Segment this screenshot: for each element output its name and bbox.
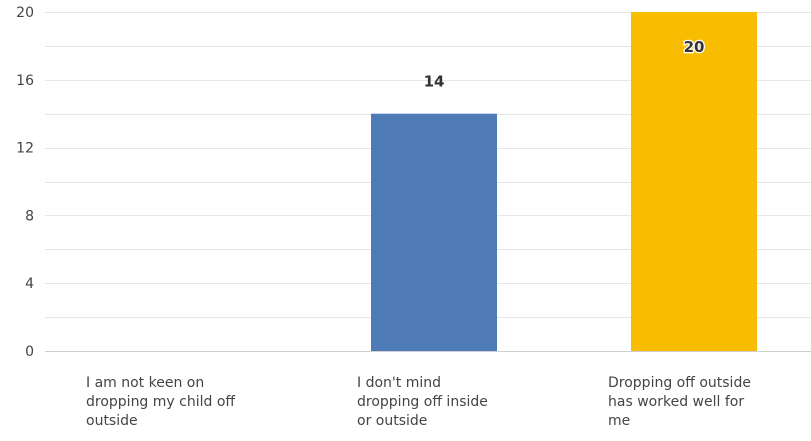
x-category-label: I don't mind dropping off inside or outsid… [357,374,527,431]
x-category-label-line: I don't mind [357,375,441,391]
y-axis-tick-labels: 0 4 8 12 16 20 [16,5,34,360]
y-tick-label: 16 [16,73,34,89]
x-category-label-line: or outside [357,413,428,429]
x-category-label: I am not keen on dropping my child off out… [86,374,256,431]
x-category-label-line: dropping my child off [86,394,236,410]
bar [631,12,757,351]
data-label: 14 [424,73,445,91]
data-label: 20 [684,38,705,56]
data-labels: 14 20 [424,37,706,91]
x-category-label-line: outside [86,413,138,429]
y-tick-label: 8 [25,208,34,224]
y-tick-label: 20 [16,5,34,21]
bar [371,113,497,351]
x-category-label-line: me [608,413,631,429]
x-category-label-line: has worked well for [608,394,745,410]
y-tick-label: 12 [16,141,34,157]
x-category-label-line: dropping off inside [357,394,488,410]
y-tick-label: 0 [25,344,34,360]
x-category-label-line: I am not keen on [86,375,205,391]
x-category-label: Dropping off outside has worked well for m… [608,374,778,431]
x-category-label-line: Dropping off outside [608,375,751,391]
bars [371,12,757,351]
y-tick-label: 4 [25,276,34,292]
